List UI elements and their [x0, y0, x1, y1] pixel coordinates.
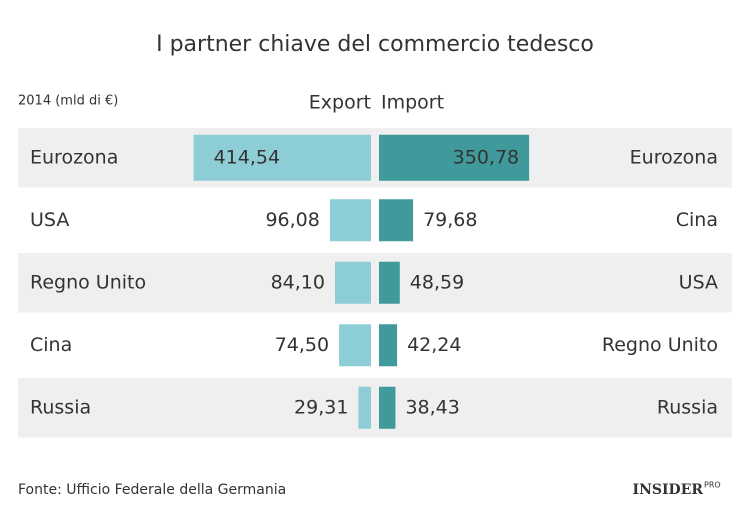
category-label: Regno Unito: [602, 334, 718, 356]
export-bar: [193, 134, 371, 181]
category-label: USA: [30, 209, 69, 231]
import-bar: [379, 261, 400, 304]
export-bar: [335, 261, 371, 304]
category-label: Regno Unito: [30, 271, 146, 293]
category-label: Cina: [30, 334, 72, 356]
export-bar: [358, 386, 371, 429]
category-label: Eurozona: [630, 146, 718, 168]
import-bar: [379, 199, 414, 242]
value-label: 84,10: [271, 271, 325, 293]
source: Fonte: Ufficio Federale della Germania: [18, 482, 286, 498]
row-background: [18, 253, 732, 313]
value-label: 96,08: [265, 209, 319, 231]
row-background: [18, 128, 732, 188]
subtitle: 2014 (mld di €): [18, 94, 118, 109]
row-background: [18, 378, 732, 438]
value-label: 79,68: [423, 209, 477, 231]
value-label: 29,31: [294, 396, 348, 418]
category-label: USA: [679, 271, 718, 293]
export-bar: [339, 324, 371, 367]
import-bar: [379, 324, 398, 367]
value-label: 350,78: [453, 146, 519, 168]
value-label: 414,54: [214, 146, 280, 168]
value-label: 42,24: [407, 334, 461, 356]
legend-label: Import: [381, 92, 444, 114]
chart-title: I partner chiave del commercio tedesco: [156, 32, 594, 57]
value-label: 74,50: [275, 334, 329, 356]
legend-label: Export: [309, 92, 371, 114]
category-label: Russia: [657, 396, 718, 418]
value-label: 38,43: [405, 396, 459, 418]
category-label: Eurozona: [30, 146, 118, 168]
export-bar: [329, 199, 371, 242]
category-label: Russia: [30, 396, 91, 418]
import-bar: [379, 386, 396, 429]
value-label: 48,59: [410, 271, 464, 293]
category-label: Cina: [676, 209, 718, 231]
brand: INSIDER: [633, 482, 704, 498]
brand-suffix: PRO: [704, 481, 721, 490]
import-bar: [379, 134, 530, 181]
